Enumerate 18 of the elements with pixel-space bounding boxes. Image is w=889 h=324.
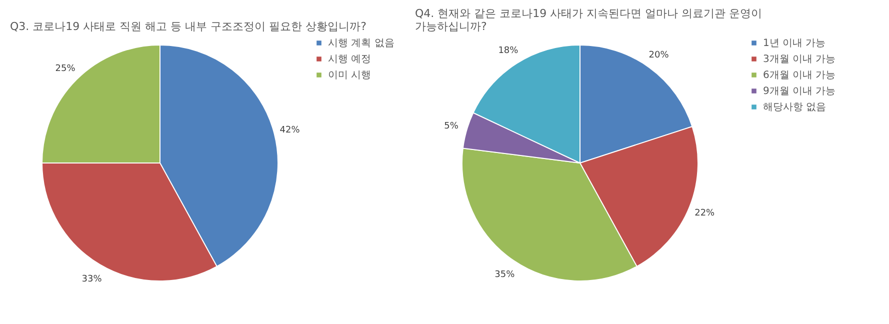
legend-label: 3개월 이내 가능 [763, 54, 836, 65]
chart-title: Q3. 코로나19 사태로 직원 해고 등 내부 구조조정이 필요한 상황입니까? [10, 20, 367, 33]
data-label: 20% [648, 50, 670, 61]
legend-label: 6개월 이내 가능 [763, 70, 836, 81]
data-label: 33% [82, 274, 102, 284]
data-label: 42% [280, 126, 300, 136]
legend-label: 시행 예정 [328, 54, 372, 65]
legend-label: 1년 이내 가능 [763, 38, 826, 49]
legend-label: 시행 계획 없음 [328, 38, 394, 49]
data-label: 25% [55, 64, 76, 74]
data-label: 5% [444, 122, 459, 132]
legend-label: 이미 시행 [328, 70, 372, 81]
data-label: 35% [494, 270, 516, 280]
chart-title: Q4. 현재와 같은 코로나19 사태가 지속된다면 얼마나 의료기관 운영이 가능하십니까? [415, 7, 762, 33]
data-label: 18% [498, 46, 519, 56]
data-label: 22% [694, 208, 716, 218]
legend-label: 9개월 이내 가능 [763, 86, 836, 97]
legend-label: 해당사항 없음 [763, 102, 826, 113]
